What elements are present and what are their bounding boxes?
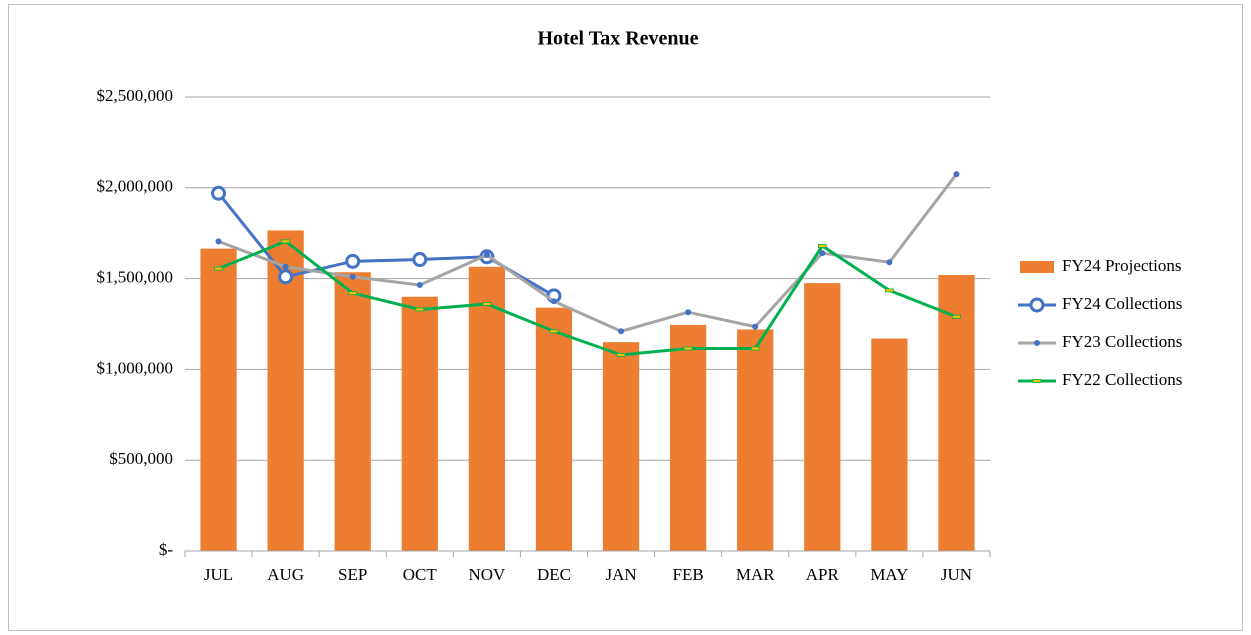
point <box>345 253 361 269</box>
legend-label: FY24 Projections <box>1062 256 1181 275</box>
x-tick-label: NOV <box>468 565 506 584</box>
legend-label: FY24 Collections <box>1062 294 1182 313</box>
point <box>884 288 894 293</box>
point <box>683 346 693 351</box>
point <box>415 307 425 312</box>
point <box>685 309 692 316</box>
bar <box>468 266 505 551</box>
point <box>349 273 356 280</box>
y-tick-label: $1,500,000 <box>97 268 174 287</box>
x-tick-label: SEP <box>338 565 367 584</box>
legend-swatch <box>1020 261 1054 273</box>
legend-marker <box>1029 297 1045 313</box>
point <box>752 323 759 330</box>
point <box>819 250 826 257</box>
point <box>616 352 626 357</box>
y-tick-label: $- <box>159 540 174 559</box>
point <box>281 239 291 244</box>
y-tick-label: $1,000,000 <box>97 358 174 377</box>
bar <box>871 338 908 551</box>
legend-marker <box>1032 379 1042 383</box>
bar <box>401 296 438 551</box>
point <box>483 251 490 258</box>
bar <box>670 324 707 551</box>
x-tick-label: MAY <box>870 565 908 584</box>
bar <box>334 272 371 551</box>
point <box>348 291 358 296</box>
point <box>282 263 289 270</box>
chart-title: Hotel Tax Revenue <box>537 28 698 50</box>
point <box>750 346 760 351</box>
x-tick-label: JAN <box>605 565 636 584</box>
x-tick-label: JUN <box>941 565 972 584</box>
bar <box>200 248 237 552</box>
point <box>953 171 960 178</box>
bar <box>938 274 975 551</box>
point <box>214 266 223 271</box>
x-tick-label: APR <box>806 565 840 584</box>
bar <box>737 329 774 551</box>
point <box>817 244 827 248</box>
x-tick-label: MAR <box>736 565 775 584</box>
point <box>952 314 961 319</box>
bar <box>602 342 640 551</box>
point <box>211 185 227 201</box>
x-tick-label: AUG <box>267 565 304 584</box>
y-tick-label: $2,500,000 <box>97 86 174 105</box>
point <box>416 281 423 288</box>
legend-label: FY23 Collections <box>1062 332 1182 351</box>
point <box>549 329 559 334</box>
legend-marker <box>1034 340 1040 346</box>
x-tick-label: OCT <box>403 565 438 584</box>
point <box>278 269 294 285</box>
y-tick-label: $2,000,000 <box>97 177 174 196</box>
bar <box>535 307 573 551</box>
y-tick-label: $500,000 <box>109 449 173 468</box>
point <box>412 252 428 268</box>
legend-label: FY22 Collections <box>1062 370 1182 389</box>
point <box>886 259 893 266</box>
point <box>482 302 492 306</box>
x-tick-label: JUL <box>204 565 233 584</box>
point <box>618 328 625 335</box>
bar <box>804 283 841 551</box>
x-tick-label: FEB <box>673 565 704 584</box>
x-tick-label: DEC <box>537 565 571 584</box>
point <box>215 238 222 245</box>
line <box>217 239 958 357</box>
point <box>550 298 557 305</box>
